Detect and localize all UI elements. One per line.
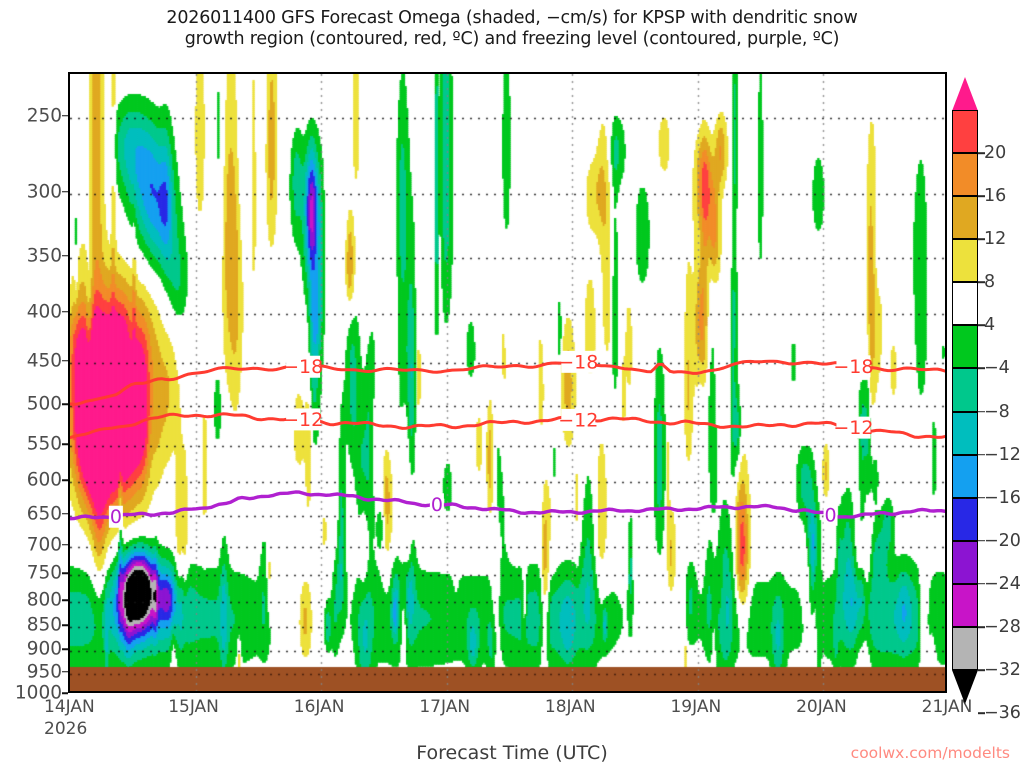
colorbar-tick--12: −12 (984, 444, 1021, 465)
y-tick-mark-950 (62, 670, 68, 673)
x-tick-label-16jan: 16JAN (293, 697, 345, 717)
y-tick-label-1000: 1000 (14, 682, 62, 704)
y-tick-mark-500 (62, 403, 68, 406)
y-tick-mark-400 (62, 310, 68, 313)
colorbar-tick--28: −28 (984, 616, 1021, 637)
y-tick-label-550: 550 (26, 433, 62, 455)
colorbar-tickmark--24 (978, 583, 985, 585)
colorbar-tickmark--32 (978, 669, 985, 671)
x-tick-label-19jan: 19JAN (670, 697, 722, 717)
colorbar-tick--20: −20 (984, 530, 1021, 551)
colorbar-cell-11 (952, 540, 978, 584)
y-tick-mark-800 (62, 599, 68, 601)
x-tick-label-18jan: 18JAN (544, 697, 596, 717)
y-axis: 250 300 350 400 450 500 550 600 650 700 750 800 850 9… (0, 0, 68, 768)
y-tick-mark-600 (62, 479, 68, 482)
colorbar-cell-6 (952, 325, 978, 369)
colorbar-tickmark-4 (978, 324, 985, 327)
chart-title: 2026011400 GFS Forecast Omega (shaded, −… (0, 8, 1024, 50)
colorbar-cell-3 (952, 196, 978, 240)
y-tick-label-700: 700 (26, 534, 62, 555)
y-tick-mark-550 (62, 443, 68, 445)
x-tick-label-20jan: 20JAN (796, 697, 847, 717)
colorbar-tick--36: −36 (984, 703, 1021, 724)
chart-title-line1: 2026011400 GFS Forecast Omega (shaded, −… (166, 8, 858, 28)
y-tick-label-250: 250 (26, 105, 62, 127)
colorbar-tickmark--12 (978, 453, 985, 456)
x-tick-label-14jan: 14JAN (44, 697, 95, 717)
colorbar-tickmark--20 (978, 539, 985, 542)
colorbar-cell-4 (952, 239, 978, 283)
colorbar-tickmark--28 (978, 626, 985, 628)
colorbar-tickmark-8 (978, 281, 985, 284)
y-tick-mark-300 (62, 191, 68, 193)
colorbar-cell-1 (952, 110, 978, 154)
y-tick-mark-650 (62, 512, 68, 515)
colorbar-cell-13 (952, 626, 978, 670)
y-tick-mark-350 (62, 255, 68, 257)
colorbar-tick--16: −16 (984, 487, 1021, 508)
y-tick-mark-900 (62, 648, 68, 650)
colorbar-tickmark-20 (978, 152, 985, 154)
y-tick-label-450: 450 (26, 350, 62, 372)
y-tick-label-600: 600 (26, 469, 62, 491)
y-tick-label-400: 400 (26, 301, 62, 323)
y-tick-label-850: 850 (26, 614, 62, 636)
y-tick-mark-850 (62, 624, 68, 627)
colorbar-tick--32: −32 (984, 660, 1021, 680)
y-tick-mark-700 (62, 543, 68, 546)
colorbar-tickmark--36 (978, 712, 985, 714)
y-tick-mark-250 (62, 115, 68, 117)
colorbar-cell-8 (952, 411, 978, 455)
colorbar-tickmark--8 (978, 410, 985, 413)
colorbar-cell-7 (952, 368, 978, 412)
colorbar-tick-16: 16 (984, 186, 1007, 207)
x-tick-label-15jan: 15JAN (168, 697, 219, 717)
colorbar-cell-9 (952, 454, 978, 498)
colorbar-tick--24: −24 (984, 573, 1021, 594)
colorbar-tick-20: 20 (984, 143, 1007, 164)
colorbar: 20 16 12 8 4 −4 −8 −12 −16 −20 −24 −28 −32 −36 (952, 77, 1021, 723)
chart-title-line2: growth region (contoured, red, ºC) and f… (184, 29, 840, 49)
colorbar-tickmark-16 (978, 195, 985, 197)
y-tick-label-750: 750 (26, 562, 62, 584)
x-tick-label-17jan: 17JAN (419, 697, 471, 717)
y-tick-label-800: 800 (26, 589, 62, 611)
colorbar-tick-8: 8 (984, 272, 996, 293)
colorbar-tick-12: 12 (984, 229, 1007, 250)
y-tick-label-950: 950 (26, 661, 62, 683)
colorbar-cell-10 (952, 497, 978, 541)
colorbar-tick-4: 4 (984, 315, 996, 336)
y-tick-label-350: 350 (26, 245, 62, 267)
colorbar-tickmark--4 (978, 367, 985, 370)
y-tick-mark-1000 (62, 692, 68, 694)
colorbar-cell-5 (952, 282, 978, 326)
y-tick-mark-750 (62, 572, 68, 574)
watermark: coolwx.com/modelts (850, 744, 1010, 762)
x-axis-title: Forecast Time (UTC) (416, 742, 608, 764)
x-axis-year: 2026 (44, 719, 88, 739)
y-tick-label-500: 500 (26, 393, 62, 415)
colorbar-tick--8: −8 (984, 401, 1010, 422)
colorbar-tickmark-12 (978, 238, 985, 241)
colorbar-cell-12 (952, 583, 978, 627)
y-tick-mark-450 (62, 359, 68, 362)
x-tick-label-21jan: 21JAN (921, 697, 973, 717)
y-tick-label-900: 900 (26, 638, 62, 660)
y-tick-label-650: 650 (26, 503, 62, 525)
y-tick-label-300: 300 (26, 181, 62, 203)
colorbar-cell-2 (952, 153, 978, 197)
colorbar-tickmark--16 (978, 496, 985, 499)
colorbar-tick--4: −4 (984, 358, 1010, 379)
